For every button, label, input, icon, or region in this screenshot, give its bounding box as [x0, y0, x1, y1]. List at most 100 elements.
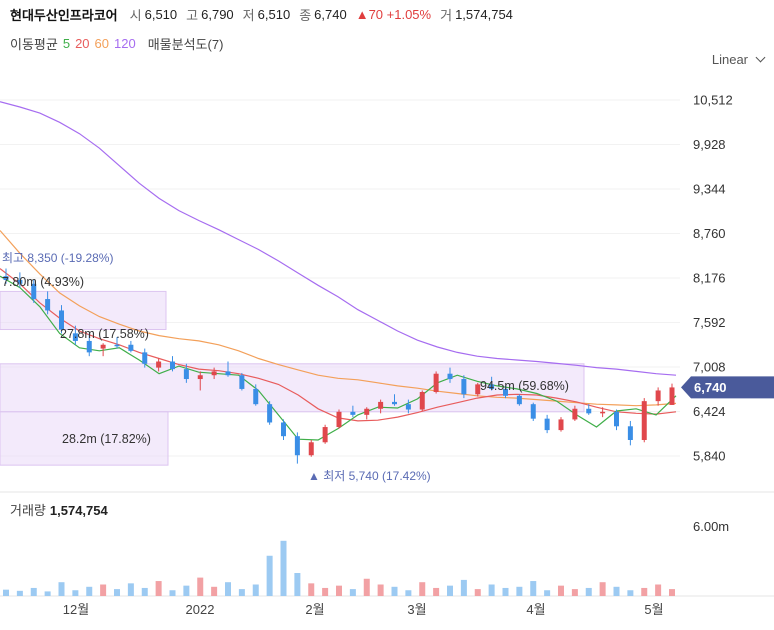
candle-body [3, 276, 9, 280]
candle-body [558, 419, 564, 431]
volume-bar [280, 540, 287, 596]
volume-label: 거 [440, 7, 453, 23]
ma-20[interactable]: 20 [75, 36, 90, 51]
candle-body [627, 426, 633, 440]
candle-body [350, 411, 356, 415]
candle-body [239, 375, 245, 389]
volume-bar [488, 584, 495, 596]
volume-bar [585, 587, 592, 596]
candle-body [392, 401, 397, 405]
candle-body [170, 361, 175, 370]
x-tick-label: 4월 [526, 602, 545, 617]
y-tick-label: 8,760 [693, 226, 726, 241]
candle-body [669, 387, 675, 405]
volume-panel-label: 거래량 [10, 503, 46, 518]
candle-body [142, 352, 148, 364]
volume-bar [627, 590, 634, 596]
candle-body [17, 279, 23, 284]
volume-bar [266, 555, 273, 596]
volume-bar [571, 589, 578, 596]
volume-bar [391, 586, 398, 596]
volume-bar [238, 589, 245, 596]
y-tick-label: 7,008 [693, 360, 726, 375]
volume-bar [363, 578, 370, 596]
volume-bar [294, 573, 301, 596]
ma-label: 이동평균 [10, 37, 58, 52]
candle-body [461, 379, 467, 395]
ma-120[interactable]: 120 [114, 36, 136, 51]
candle-body [586, 408, 592, 414]
volume-bar [169, 590, 176, 596]
volume-bar [225, 582, 231, 596]
price-tag-shape [681, 376, 774, 399]
candle-body [572, 408, 578, 420]
volume-bar [141, 587, 148, 596]
candle-body [211, 371, 217, 376]
volume-bar [211, 586, 218, 596]
volume-bar [3, 589, 9, 596]
volume-panel-value: 1,574,754 [49, 503, 108, 518]
stock-name: 현대두산인프라코어 [10, 7, 118, 23]
ma-60[interactable]: 60 [94, 36, 110, 51]
candle-body [405, 404, 411, 410]
volume-bar [405, 590, 412, 596]
volume-bar [155, 581, 162, 596]
volume-bar [641, 587, 648, 596]
volume-value: 1,574,754 [455, 6, 513, 22]
volume-bar [558, 585, 564, 596]
high-label: 고 [186, 7, 199, 23]
x-tick-label: 5월 [644, 602, 663, 617]
candle-body [253, 388, 259, 405]
candle-body [516, 395, 522, 405]
volume-profile-label: 28.2m (17.82%) [62, 432, 151, 446]
volume-bar [502, 587, 509, 596]
candle-body [614, 411, 619, 427]
volume-profile-label[interactable]: 매물분석도(7) [147, 37, 224, 52]
ma-5[interactable]: 5 [62, 36, 71, 51]
y-tick-label: 5,840 [693, 449, 726, 464]
volume-bar [349, 589, 356, 596]
candle-body [31, 283, 37, 300]
candle-body [72, 333, 78, 341]
stock-header: 현대두산인프라코어 시 6,510 고 6,790 저 6,510 종 6,74… [10, 5, 522, 23]
scale-label: Linear [711, 52, 748, 67]
volume-bar [86, 586, 93, 596]
volume-bar [474, 589, 481, 596]
y-tick-label: 6,424 [693, 404, 726, 419]
low-label: 저 [242, 7, 255, 23]
candle-body [59, 310, 64, 330]
candle-body [197, 375, 203, 380]
candle-body [294, 436, 300, 456]
candle-body [364, 408, 370, 415]
volume-bar [72, 590, 79, 596]
scale-dropdown[interactable]: Linear [711, 52, 766, 67]
candle-body [600, 411, 606, 414]
candle-body [45, 299, 51, 311]
volume-bar [58, 582, 65, 596]
volume-bar [30, 587, 37, 596]
price-tag-label: 6,740 [694, 380, 727, 395]
volume-bar [114, 589, 120, 596]
volume-bar [16, 590, 23, 596]
candle-body [378, 401, 384, 409]
candle-body [281, 422, 286, 437]
volume-profile-bar [0, 411, 169, 466]
volume-bar [100, 584, 107, 596]
volume-profile-label: 27.8m (17.58%) [60, 327, 149, 341]
candle-body [433, 373, 439, 392]
volume-bar [322, 587, 329, 596]
candle-body [503, 388, 508, 396]
ma120-line [0, 101, 677, 376]
low-value: 6,510 [257, 6, 291, 22]
y-tick-label: 9,928 [693, 137, 726, 152]
volume-bar [197, 577, 204, 596]
volume-bar [183, 585, 190, 596]
volume-panel-title: 거래량 1,574,754 [10, 500, 108, 519]
volume-bar [433, 587, 440, 596]
candle-body [475, 384, 481, 395]
candle-body [114, 344, 120, 347]
y-tick-label: 10,512 [693, 93, 733, 108]
volume-bar [252, 584, 259, 596]
ma5-line [0, 275, 677, 441]
